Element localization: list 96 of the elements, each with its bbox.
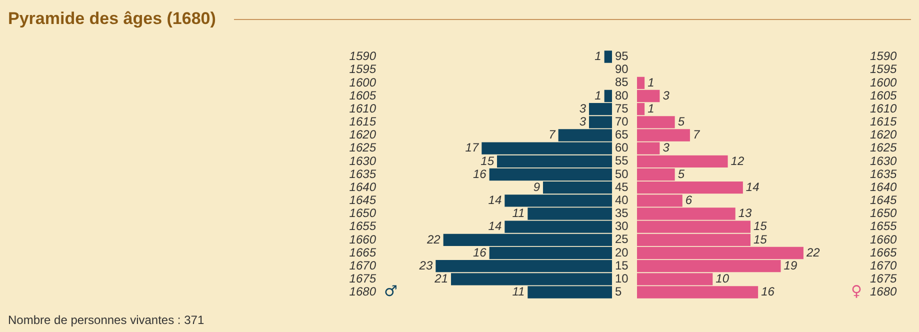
- text: Pyramide des âges (1680): [8, 9, 216, 29]
- data-label: 9: [533, 180, 540, 194]
- y-tick-label: 1660: [870, 232, 898, 246]
- y2-tick-label: 15: [615, 258, 629, 272]
- y-tick-label: 1670: [349, 258, 376, 272]
- y2-tick-label: 50: [615, 166, 629, 181]
- y2-tick-label: 95: [615, 49, 629, 64]
- data-label: 1: [648, 75, 654, 90]
- data-label: 1: [648, 101, 654, 116]
- y2-tick-label: 65: [615, 128, 629, 142]
- data-label: 3: [662, 88, 670, 102]
- y2-tick-label: 30: [615, 219, 629, 234]
- y-tick-label: 1605: [870, 88, 898, 102]
- y2-tick-label: 85: [615, 75, 629, 90]
- y2-tick-label: 70: [615, 114, 629, 128]
- data-label: 10: [716, 272, 730, 286]
- y-tick-label: 1670: [870, 258, 898, 272]
- y-tick-label: 1600: [870, 75, 898, 90]
- data-label: 6: [685, 193, 692, 208]
- data-label: 22: [805, 245, 820, 260]
- data-label: 22: [426, 232, 441, 246]
- data-label: 5: [678, 114, 685, 129]
- data-label: 16: [761, 284, 775, 299]
- data-label: 15: [754, 219, 768, 234]
- y2-tick-label: 40: [615, 192, 629, 207]
- y-tick-label: 1650: [349, 206, 376, 220]
- data-label: 17: [465, 140, 480, 155]
- y-tick-label: 1630: [870, 154, 898, 168]
- y-tick-label: 1630: [349, 154, 376, 168]
- data-label: 7: [692, 128, 701, 142]
- data-label: 11: [512, 206, 525, 220]
- y-tick-label: 1610: [870, 101, 898, 116]
- data-label: 13: [738, 206, 752, 220]
- y-tick-label: 1645: [349, 193, 376, 208]
- data-label: 12: [730, 154, 744, 168]
- y-tick-label: 1650: [870, 206, 898, 220]
- y-tick-label: 1675: [870, 272, 898, 286]
- y-tick-label: 1590: [349, 49, 376, 64]
- data-label: 3: [579, 101, 586, 116]
- y-tick-label: 1680: [349, 284, 376, 299]
- y-tick-label: 1615: [349, 114, 376, 129]
- data-label: 14: [488, 193, 502, 208]
- y-tick-label: 1655: [870, 219, 898, 234]
- y-tick-label: 1625: [349, 140, 376, 155]
- y-tick-label: 1595: [870, 62, 898, 76]
- data-label: 16: [472, 166, 487, 181]
- y-tick-label: 1605: [349, 88, 376, 102]
- y-tick-label: 1640: [870, 180, 898, 194]
- y2-tick-label: 10: [615, 271, 629, 286]
- text: ♀: [851, 282, 862, 300]
- y2-tick-label: 55: [615, 154, 629, 168]
- y-tick-label: 1615: [870, 114, 898, 129]
- data-label: 3: [662, 140, 670, 155]
- y-tick-label: 1635: [349, 166, 376, 181]
- data-label: 11: [512, 284, 525, 299]
- y-tick-label: 1620: [349, 128, 376, 142]
- y-tick-label: 1600: [349, 75, 376, 90]
- y2-tick-label: 90: [615, 62, 629, 76]
- y-tick-label: 1595: [349, 62, 376, 76]
- y2-tick-label: 5: [615, 284, 622, 299]
- data-label: 7: [548, 128, 557, 142]
- data-label: 21: [434, 272, 448, 286]
- data-label: 3: [579, 114, 586, 129]
- data-label: 16: [472, 245, 487, 260]
- y2-tick-label: 80: [615, 88, 629, 102]
- y-tick-label: 1665: [870, 245, 898, 260]
- data-label: 15: [754, 232, 768, 246]
- data-label: 5: [678, 166, 685, 181]
- y-tick-label: 1665: [349, 245, 376, 260]
- y-tick-label: 1625: [870, 140, 898, 155]
- y2-tick-label: 20: [615, 245, 629, 260]
- bar: [604, 50, 612, 63]
- data-label: 14: [746, 180, 760, 194]
- y-tick-label: 1590: [870, 49, 898, 64]
- y2-tick-label: 60: [615, 140, 629, 155]
- data-label: 15: [480, 154, 494, 168]
- text: ♂: [384, 282, 398, 300]
- data-label: 23: [418, 258, 433, 272]
- y2-tick-label: 45: [615, 180, 629, 194]
- y-tick-label: 1620: [870, 128, 898, 142]
- y-tick-label: 1660: [349, 232, 376, 246]
- data-label: 14: [488, 219, 502, 234]
- y2-tick-label: 75: [615, 101, 629, 116]
- text: Nombre de personnes vivantes : 371: [8, 313, 204, 327]
- y-tick-label: 1635: [870, 166, 898, 181]
- y-tick-label: 1645: [870, 193, 898, 208]
- data-label: 1: [594, 88, 602, 102]
- data-label: 1: [594, 49, 602, 64]
- y-tick-label: 1610: [349, 101, 376, 116]
- y-tick-label: 1640: [349, 180, 376, 194]
- data-label: 19: [784, 258, 798, 272]
- y-tick-label: 1655: [349, 219, 376, 234]
- y2-tick-label: 35: [615, 206, 629, 220]
- y2-tick-label: 25: [615, 232, 629, 246]
- y-tick-label: 1680: [870, 284, 898, 299]
- y-tick-label: 1675: [349, 272, 376, 286]
